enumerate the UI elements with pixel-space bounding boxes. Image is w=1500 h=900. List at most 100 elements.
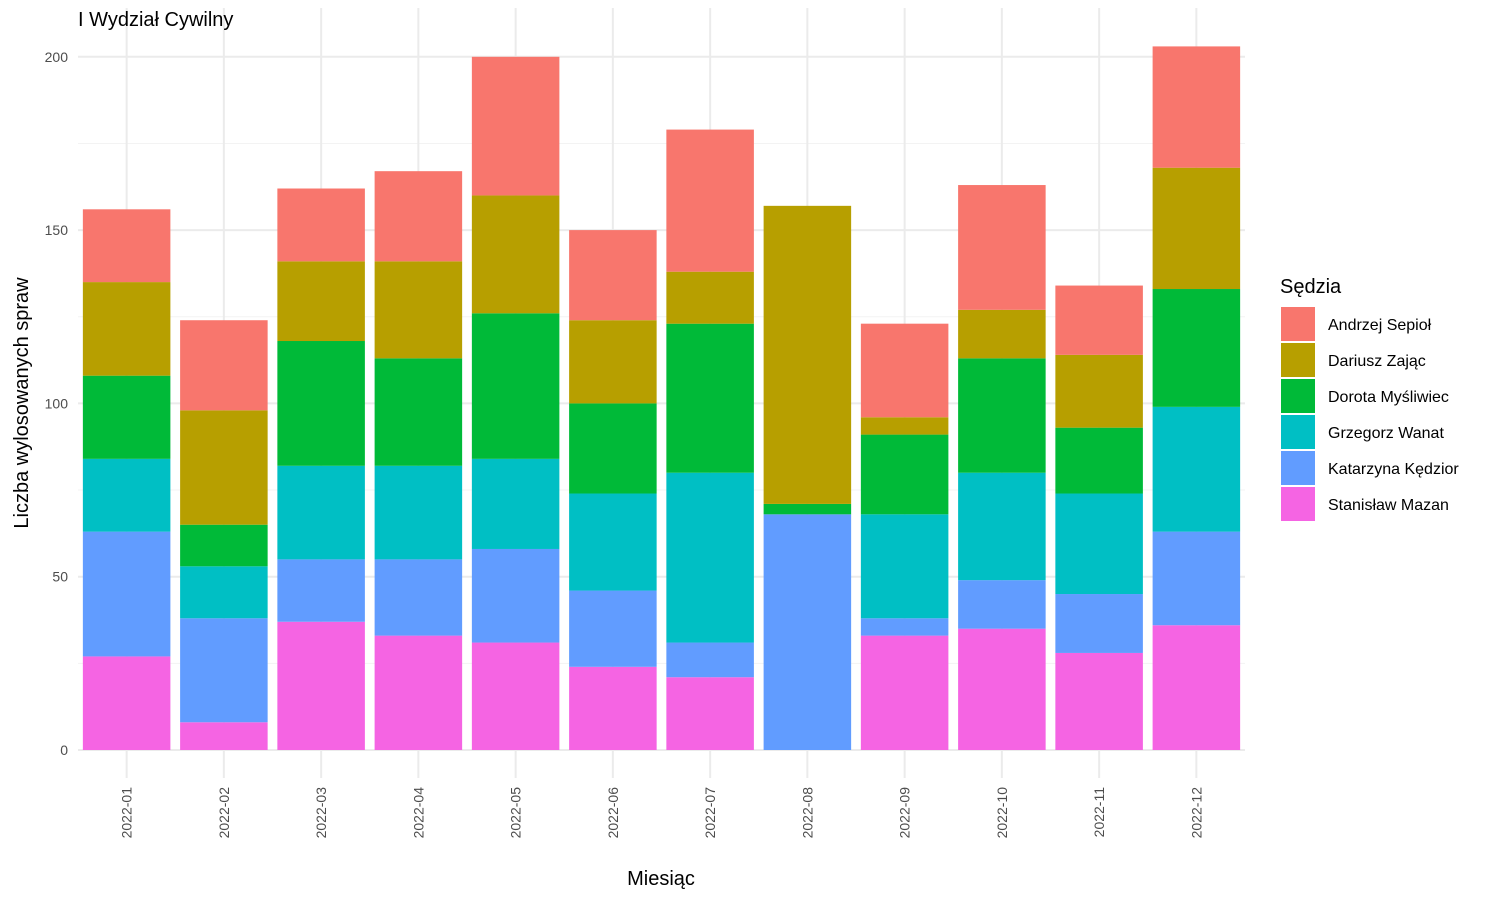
bar-segment bbox=[569, 403, 657, 494]
bar-segment bbox=[958, 358, 1046, 473]
x-tick-label: 2022-04 bbox=[410, 787, 426, 839]
legend-label: Grzegorz Wanat bbox=[1328, 425, 1444, 442]
bar-segment bbox=[277, 465, 365, 560]
x-tick-label: 2022-05 bbox=[508, 787, 524, 839]
bar-segment bbox=[1152, 625, 1241, 750]
bar-segment bbox=[471, 56, 560, 196]
bar-segment bbox=[471, 195, 560, 314]
legend-key bbox=[1281, 451, 1315, 485]
bar-segment bbox=[277, 621, 365, 750]
y-tick-label: 200 bbox=[45, 49, 69, 65]
bar-segment bbox=[860, 618, 949, 636]
legend-key bbox=[1281, 415, 1315, 449]
bar-segment bbox=[277, 341, 365, 466]
bar-segment bbox=[1152, 531, 1241, 626]
legend-label: Dorota Myśliwiec bbox=[1328, 389, 1449, 406]
bar-segment bbox=[374, 465, 463, 560]
bar-segment bbox=[860, 323, 949, 418]
x-tick-label: 2022-10 bbox=[994, 787, 1010, 839]
bar-segment bbox=[569, 493, 657, 591]
bar-segment bbox=[471, 458, 560, 549]
bar-segment bbox=[569, 590, 657, 667]
bar-segment bbox=[374, 559, 463, 636]
bar-segment bbox=[860, 635, 949, 750]
bar-segment bbox=[569, 230, 657, 321]
x-axis-title: Miesiąc bbox=[627, 868, 695, 890]
bar-segment bbox=[374, 635, 463, 750]
bar-segment bbox=[471, 548, 560, 643]
bar-segment bbox=[277, 559, 365, 622]
legend-key bbox=[1281, 379, 1315, 413]
chart-title: I Wydział Cywilny bbox=[78, 9, 233, 31]
x-tick-label: 2022-03 bbox=[313, 787, 329, 839]
bar-segment bbox=[1055, 493, 1143, 595]
bar-segment bbox=[374, 261, 463, 359]
y-axis-ticks: 0 50 100 150 200 bbox=[45, 49, 69, 758]
bar-segment bbox=[569, 666, 657, 750]
bar-segment bbox=[763, 514, 852, 750]
bar-segment bbox=[860, 417, 949, 435]
x-tick-label: 2022-12 bbox=[1188, 787, 1204, 839]
bar-segment bbox=[180, 320, 268, 411]
bar-segment bbox=[82, 656, 171, 750]
bar-segment bbox=[82, 375, 171, 459]
y-tick-label: 150 bbox=[45, 222, 69, 238]
bar-segment bbox=[180, 410, 268, 525]
bar-segment bbox=[666, 271, 754, 324]
x-tick-label: 2022-08 bbox=[799, 787, 815, 839]
bar-segment bbox=[277, 188, 365, 262]
bar-segment bbox=[1055, 427, 1143, 494]
bar-segment bbox=[958, 628, 1046, 750]
bar-segment bbox=[1055, 285, 1143, 355]
y-tick-label: 0 bbox=[60, 742, 68, 758]
legend-items: Andrzej Sepioł Dariusz Zając Dorota Myśliw… bbox=[1281, 307, 1459, 521]
bar-segment bbox=[1152, 406, 1241, 532]
x-tick-label: 2022-01 bbox=[119, 787, 135, 839]
bar-segment bbox=[82, 531, 171, 657]
bar-segment bbox=[958, 185, 1046, 310]
legend-label: Andrzej Sepioł bbox=[1328, 317, 1432, 334]
y-tick-label: 50 bbox=[52, 569, 68, 585]
bar-segment bbox=[1152, 46, 1241, 168]
bar-segment bbox=[666, 472, 754, 643]
legend-key bbox=[1281, 307, 1315, 341]
bar-segment bbox=[860, 434, 949, 515]
bar-segment bbox=[277, 261, 365, 342]
bar-segment bbox=[1055, 594, 1143, 653]
bar-segment bbox=[180, 722, 268, 750]
legend: Sędzia Andrzej Sepioł Dariusz Zając Dorota… bbox=[1280, 276, 1459, 521]
legend-label: Katarzyna Kędzior bbox=[1328, 461, 1459, 478]
bar-segment bbox=[860, 514, 949, 619]
bar-segment bbox=[666, 677, 754, 750]
x-tick-label: 2022-07 bbox=[702, 787, 718, 839]
bars bbox=[82, 46, 1241, 750]
legend-label: Stanisław Mazan bbox=[1328, 497, 1449, 514]
bar-segment bbox=[666, 323, 754, 473]
bar-segment bbox=[958, 309, 1046, 359]
bar-segment bbox=[374, 358, 463, 466]
bar-segment bbox=[763, 205, 852, 504]
bar-segment bbox=[82, 458, 171, 532]
bar-segment bbox=[1055, 354, 1143, 428]
bar-segment bbox=[180, 566, 268, 619]
legend-label: Dariusz Zając bbox=[1328, 353, 1426, 370]
bar-segment bbox=[763, 503, 852, 515]
bar-segment bbox=[82, 282, 171, 376]
x-axis-ticks: 2022-01 2022-02 2022-03 2022-04 2022-05 2022-… bbox=[119, 787, 1205, 839]
bar-segment bbox=[471, 313, 560, 459]
bar-segment bbox=[471, 642, 560, 750]
bar-segment bbox=[958, 472, 1046, 581]
legend-key bbox=[1281, 487, 1315, 521]
y-axis-title: Liczba wylosowanych spraw bbox=[11, 277, 33, 529]
legend-title: Sędzia bbox=[1280, 276, 1342, 298]
legend-key bbox=[1281, 343, 1315, 377]
bar-segment bbox=[180, 618, 268, 723]
bar-segment bbox=[82, 209, 171, 283]
x-tick-label: 2022-11 bbox=[1091, 787, 1107, 838]
bar-segment bbox=[666, 642, 754, 678]
x-tick-label: 2022-02 bbox=[216, 787, 232, 839]
bar-segment bbox=[374, 171, 463, 262]
bar-segment bbox=[666, 129, 754, 272]
bar-segment bbox=[1152, 289, 1241, 407]
